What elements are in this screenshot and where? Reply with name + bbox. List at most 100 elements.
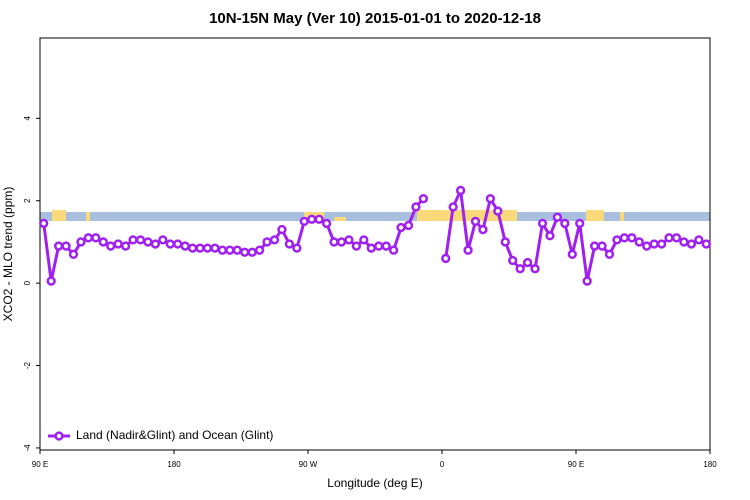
data-point <box>418 194 429 204</box>
x-tick-label: 180 <box>703 460 717 469</box>
data-point <box>299 216 309 226</box>
data-point <box>321 218 332 229</box>
data-point <box>485 194 496 204</box>
data-point <box>195 243 205 253</box>
data-point <box>619 233 630 243</box>
data-point <box>381 241 391 251</box>
data-point <box>217 245 228 255</box>
data-point <box>135 235 146 245</box>
data-point <box>262 237 272 247</box>
data-point <box>478 224 488 235</box>
data-point <box>106 241 116 251</box>
legend-label: Land (Nadir&Glint) and Ocean (Glint) <box>76 428 273 442</box>
data-point <box>493 206 503 216</box>
y-tick-label: -4 <box>23 444 32 452</box>
x-axis-label: Longitude (deg E) <box>327 476 422 490</box>
land-patch <box>52 210 66 221</box>
data-point <box>411 202 421 212</box>
data-point <box>336 237 347 247</box>
data-point <box>396 222 406 233</box>
land-patch <box>586 210 604 221</box>
data-point <box>91 233 101 243</box>
data-point <box>39 218 49 229</box>
data-point <box>344 235 354 245</box>
data-point <box>522 257 533 268</box>
data-point <box>98 237 108 247</box>
data-point <box>180 241 190 251</box>
data-point <box>515 264 525 274</box>
ocean-strip <box>40 212 710 221</box>
data-point <box>83 233 94 243</box>
data-point <box>537 218 548 229</box>
data-point <box>173 239 183 249</box>
land-patch <box>620 212 624 221</box>
data-point <box>627 233 637 243</box>
data-point <box>642 241 652 251</box>
data-point <box>701 239 711 249</box>
data-point <box>314 214 324 224</box>
data-point <box>679 237 689 247</box>
data-point <box>284 239 295 249</box>
data-point <box>530 264 540 274</box>
data-point <box>113 239 123 249</box>
data-point <box>664 233 674 243</box>
data-point <box>508 255 518 266</box>
land-patch <box>417 210 517 221</box>
data-point <box>187 243 198 253</box>
y-axis-label: XCO2 - MLO trend (ppm) <box>1 187 15 322</box>
data-point <box>612 235 622 245</box>
data-point <box>247 247 257 257</box>
data-point <box>202 243 213 253</box>
data-point <box>76 237 86 247</box>
data-point <box>158 235 168 245</box>
data-point <box>359 235 369 245</box>
x-tick-label: 90 E <box>32 460 48 469</box>
data-point <box>307 214 317 224</box>
data-point <box>470 216 481 226</box>
data-point <box>455 185 466 196</box>
data-point <box>53 241 64 251</box>
legend-marker <box>54 431 64 441</box>
x-tick-label: 90 E <box>568 460 584 469</box>
x-tick-label: 0 <box>440 460 445 469</box>
data-point <box>560 218 570 229</box>
data-point <box>388 245 399 255</box>
y-tick-label: 2 <box>23 198 32 203</box>
data-point <box>582 276 592 286</box>
data-point <box>671 233 682 243</box>
data-point <box>254 245 265 255</box>
data-point <box>46 276 56 286</box>
data-point <box>150 239 161 249</box>
data-point <box>649 239 659 249</box>
data-point <box>120 241 131 251</box>
data-point <box>269 235 280 245</box>
data-point <box>240 247 250 257</box>
x-tick-label: 180 <box>167 460 181 469</box>
data-point <box>128 235 138 245</box>
land-patch <box>334 217 346 221</box>
x-tick-label: 90 W <box>299 460 318 469</box>
data-point <box>656 239 667 249</box>
data-point <box>210 243 220 253</box>
data-point <box>61 241 71 251</box>
data-point <box>575 218 585 229</box>
data-point <box>500 237 510 247</box>
data-point <box>597 241 607 251</box>
data-point <box>374 241 384 251</box>
y-tick-label: -2 <box>23 361 32 369</box>
data-point <box>441 253 451 264</box>
data-point <box>351 241 362 251</box>
data-point <box>545 231 555 241</box>
data-point <box>225 245 235 255</box>
land-patch <box>86 212 90 221</box>
data-point <box>292 243 302 253</box>
data-point <box>448 202 458 212</box>
data-point <box>686 239 697 249</box>
y-tick-label: 4 <box>23 116 32 121</box>
data-point <box>604 249 615 259</box>
data-point <box>143 237 153 247</box>
y-tick-label: 0 <box>23 280 32 285</box>
data-point <box>589 241 600 251</box>
data-point <box>567 249 577 259</box>
